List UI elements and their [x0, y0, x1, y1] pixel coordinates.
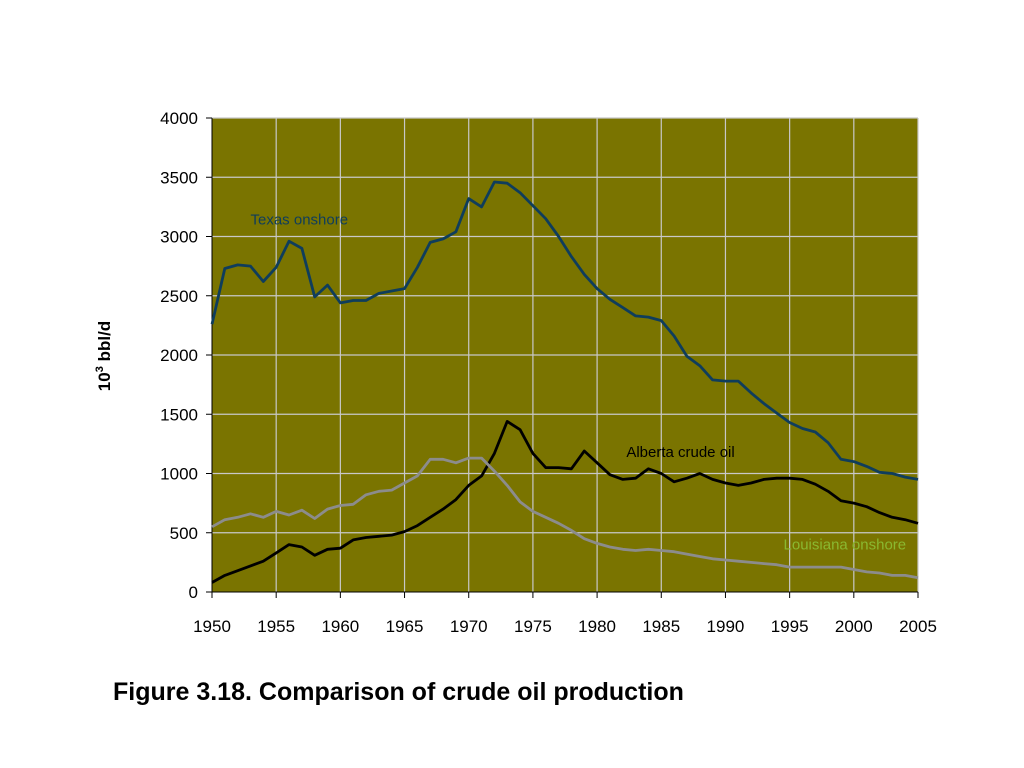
figure-caption: Figure 3.18. Comparison of crude oil pro…: [113, 678, 684, 706]
y-tick-label: 3000: [160, 228, 198, 247]
x-tick-label: 1980: [578, 617, 616, 636]
x-tick-label: 1965: [386, 617, 424, 636]
x-tick-label: 1985: [642, 617, 680, 636]
y-axis-label-base: 10: [95, 372, 114, 391]
y-tick-label: 0: [189, 583, 198, 602]
series-lines: [210, 180, 919, 584]
series-label-texas-onshore: Texas onshore: [251, 212, 349, 229]
y-tick-labels: 0 500 1000 1500 2000 2500 3000 3500 4000: [160, 109, 198, 602]
x-tick-labels: 1950 1955 1960 1965 1970 1975 1980 1985 1990 1995…: [193, 617, 937, 636]
axes: [206, 117, 919, 598]
series-line-alberta-crude-oil: [211, 419, 919, 584]
x-tick-label: 1960: [321, 617, 359, 636]
y-axis-label-unit: bbl/d: [95, 321, 114, 366]
y-tick-label: 3500: [160, 168, 198, 187]
x-tick-label: 1950: [193, 617, 231, 636]
series-label-louisiana-onshore: Louisiana onshore: [784, 536, 907, 553]
x-tick-label: 1995: [771, 617, 809, 636]
series-labels: Texas onshore Alberta crude oil Louisiana …: [251, 212, 907, 554]
y-tick-label: 500: [170, 524, 198, 543]
x-tick-label: 1975: [514, 617, 552, 636]
y-tick-label: 4000: [160, 109, 198, 128]
series-line-texas-onshore: [210, 180, 919, 481]
series-label-alberta-crude-oil: Alberta crude oil: [626, 444, 734, 461]
x-tick-label: 2000: [835, 617, 873, 636]
y-tick-label: 1000: [160, 465, 198, 484]
y-axis-label-superscript: 3: [94, 366, 106, 372]
x-tick-label: 1970: [450, 617, 488, 636]
y-tick-label: 1500: [160, 405, 198, 424]
y-tick-label: 2000: [160, 346, 198, 365]
grid: [212, 117, 919, 592]
x-tick-label: 2005: [899, 617, 937, 636]
x-tick-label: 1990: [707, 617, 745, 636]
series-line-louisiana-onshore: [211, 456, 919, 580]
y-axis-label: 103 bbl/d: [94, 321, 114, 391]
y-tick-label: 2500: [160, 287, 198, 306]
x-tick-label: 1955: [257, 617, 295, 636]
